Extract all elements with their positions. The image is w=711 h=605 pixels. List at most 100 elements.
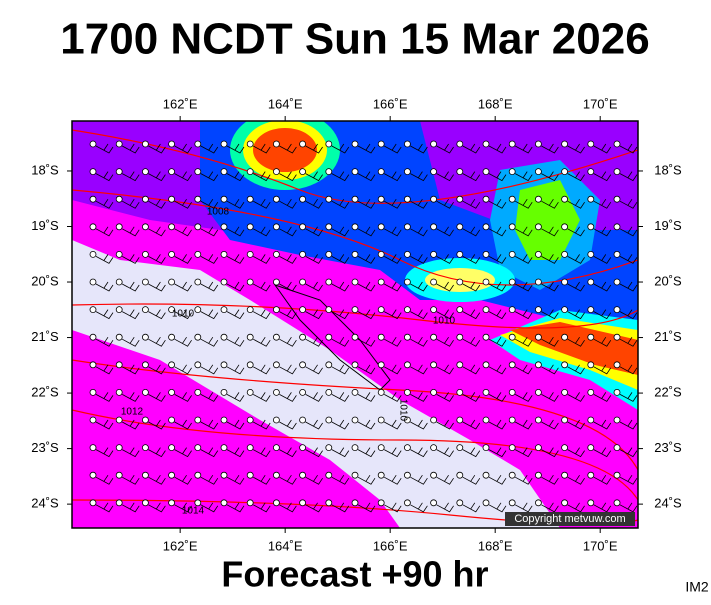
barb-station — [299, 223, 307, 231]
barb-station — [272, 361, 280, 369]
barb-shaft — [567, 474, 585, 485]
barb-shaft — [384, 392, 402, 402]
copyright: Copyright metvuw.com — [514, 513, 625, 525]
barb-station — [403, 361, 411, 369]
barb-shaft — [567, 392, 585, 402]
barb-shaft — [593, 281, 612, 292]
barb-shaft — [488, 309, 507, 320]
barb-station — [299, 499, 307, 507]
barb-shaft — [305, 364, 323, 375]
barb-shaft — [226, 281, 245, 292]
barb-shaft — [384, 336, 402, 347]
barb-shaft — [95, 309, 114, 320]
barb-shaft — [488, 254, 507, 264]
barb-station — [403, 140, 411, 148]
barb-shaft — [488, 226, 507, 237]
barb-station — [561, 250, 568, 258]
barb-station — [430, 444, 438, 452]
barb-station — [561, 306, 568, 314]
barb-shaft — [462, 198, 481, 209]
barb-station — [535, 333, 542, 341]
barb-station — [246, 416, 254, 424]
barb-station — [508, 306, 516, 314]
barb-station — [89, 388, 97, 396]
barb-shaft — [436, 392, 454, 402]
barb-shaft — [331, 502, 350, 513]
barb-shaft — [174, 419, 192, 430]
barb-station — [403, 444, 411, 452]
barb-shaft — [253, 254, 271, 264]
barb-shaft — [331, 309, 350, 320]
barb-station — [430, 140, 438, 148]
barb-shaft — [541, 447, 559, 458]
barb-station — [403, 195, 411, 203]
barb-station — [508, 168, 516, 176]
barb-station — [115, 278, 123, 286]
barb-shaft — [253, 171, 271, 182]
barb-shaft — [279, 419, 297, 430]
barb-shaft — [331, 281, 350, 292]
barb-shaft — [357, 198, 376, 209]
barb-station — [168, 388, 176, 396]
barb-shaft — [410, 392, 428, 402]
barb-station — [299, 140, 307, 148]
barb-shaft — [148, 364, 166, 375]
barb-shaft — [567, 447, 585, 458]
barb-station — [325, 278, 333, 286]
barb-shaft — [488, 281, 507, 292]
barb-station — [508, 361, 516, 369]
barb-shaft — [384, 171, 402, 182]
barb-shaft — [279, 336, 297, 347]
axis-ticks: 162˚E 162˚E 164˚E 164˚E 166˚E 166˚E 168˚E 168˚E… — [31, 96, 682, 553]
barb-shaft — [122, 254, 140, 264]
barb-shaft — [122, 419, 140, 430]
barb-shaft — [226, 447, 245, 458]
barb-station — [587, 195, 595, 203]
barb-shaft — [488, 502, 507, 513]
wind-shading — [72, 121, 638, 528]
barb-shaft — [619, 171, 638, 182]
lon-tick-label: 164˚E — [268, 96, 303, 111]
barb-shaft — [567, 226, 585, 237]
barb-shaft — [331, 419, 350, 430]
barb-station — [430, 471, 438, 479]
barb-station — [535, 278, 542, 286]
barb-shaft — [436, 198, 454, 209]
barb-station — [220, 195, 228, 203]
barb-shaft — [226, 336, 245, 347]
barb-shaft — [619, 392, 638, 402]
barb-shaft — [619, 309, 638, 320]
barb-shaft — [226, 392, 245, 402]
barb-station — [194, 250, 202, 258]
barb-station — [141, 471, 149, 479]
barb-station — [482, 250, 490, 258]
barb-shaft — [541, 309, 559, 320]
barb-station — [246, 333, 254, 341]
barb-shaft — [593, 171, 612, 182]
barb-shaft — [200, 281, 219, 292]
barb-shaft — [200, 474, 219, 485]
barb-shaft — [148, 281, 166, 292]
barb-station — [351, 168, 359, 176]
barb-shaft — [567, 364, 585, 375]
barb-shaft — [279, 226, 297, 237]
barb-station — [272, 140, 280, 148]
barb-station — [246, 499, 254, 507]
barb-station — [194, 416, 202, 424]
barb-station — [587, 388, 595, 396]
barb-shaft — [253, 226, 271, 237]
barb-station — [456, 333, 464, 341]
barb-shaft — [95, 198, 114, 209]
barb-station — [168, 278, 176, 286]
barb-station — [377, 140, 385, 148]
barb-shaft — [410, 336, 428, 347]
barb-station — [272, 223, 280, 231]
barb-station — [613, 416, 621, 424]
barb-shaft — [305, 447, 323, 458]
barb-station — [561, 278, 568, 286]
barb-station — [482, 444, 490, 452]
barb-shaft — [279, 143, 297, 154]
barb-station — [456, 140, 464, 148]
barb-station — [456, 250, 464, 258]
barb-shaft — [122, 143, 140, 154]
